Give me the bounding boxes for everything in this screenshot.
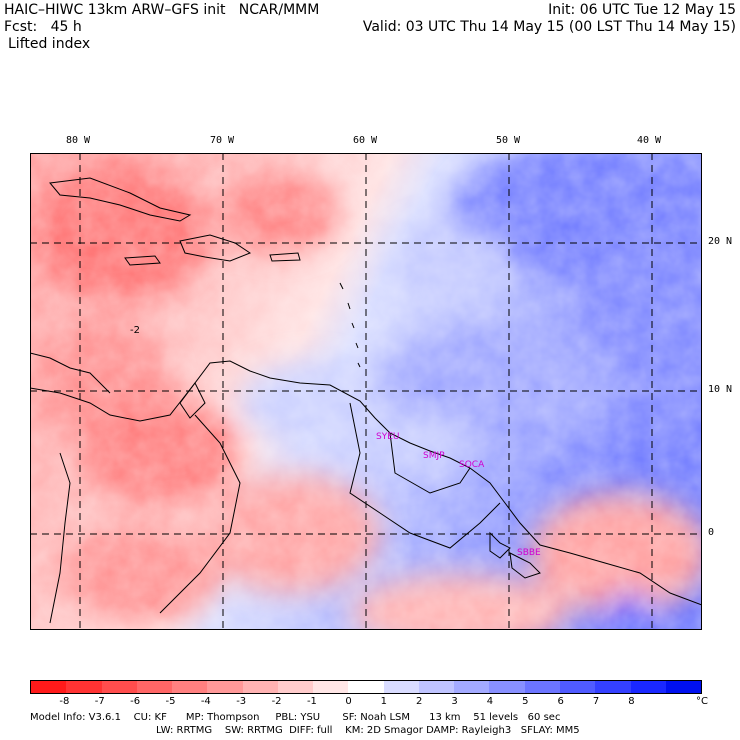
- station-label-sbbe: SBBE: [517, 548, 541, 558]
- colorbar-tick-label: 7: [592, 696, 600, 707]
- colorbar-swatch: [524, 681, 560, 693]
- lifted-index-map: -2: [30, 153, 702, 630]
- colorbar-swatch: [101, 681, 137, 693]
- colorbar-tick-label: -7: [94, 696, 105, 707]
- lon-label-70w: 70 W: [210, 135, 235, 146]
- colorbar-swatch: [595, 681, 631, 693]
- station-label-smjp: SMJP: [423, 451, 445, 461]
- colorbar-swatch: [383, 681, 419, 693]
- colorbar-tick-label: 2: [416, 696, 423, 707]
- colorbar-tick-label: 3: [451, 696, 458, 707]
- colorbar-swatch: [66, 681, 102, 693]
- colorbar-tick-label: 8: [628, 696, 635, 707]
- colorbar-tick-label: 0: [345, 696, 352, 707]
- init-time: Init: 06 UTC Tue 12 May 15: [548, 2, 736, 18]
- colorbar-swatch: [136, 681, 173, 693]
- valid-time: Valid: 03 UTC Thu 14 May 15 (00 LST Thu …: [362, 19, 736, 35]
- colorbar-swatch: [454, 681, 490, 693]
- colorbar-tick-label: -2: [271, 696, 282, 707]
- colorbar-tick-label: -6: [130, 696, 141, 707]
- contour-label: -2: [130, 325, 140, 336]
- colorbar-tick-label: -8: [59, 696, 70, 707]
- lat-label-20n: 20 N: [708, 236, 733, 247]
- map-panel: -2: [30, 153, 702, 630]
- colorbar-tick-label: -1: [306, 696, 317, 707]
- colorbar-swatch: [242, 681, 278, 693]
- colorbar-swatch: [172, 681, 208, 693]
- colorbar-tick-label: -4: [200, 696, 211, 707]
- lon-label-80w: 80 W: [66, 135, 91, 146]
- colorbar-swatch: [489, 681, 525, 693]
- colorbar-swatch: [630, 681, 666, 693]
- plot-title: HAIC–HIWC 13km ARW–GFS init NCAR/MMM: [4, 2, 320, 18]
- colorbar-swatch: [559, 681, 596, 693]
- colorbar: [30, 680, 702, 694]
- colorbar-swatch: [418, 681, 455, 693]
- colorbar-tick-label: 6: [557, 696, 564, 707]
- colorbar-unit: °C: [696, 696, 708, 707]
- station-label-soca: SOCA: [459, 460, 485, 470]
- lon-label-60w: 60 W: [353, 135, 378, 146]
- forecast-hour: Fcst: 45 h: [4, 19, 82, 35]
- model-info-line2: LW: RRTMG SW: RRTMG DIFF: full KM: 2D Sm…: [156, 725, 580, 736]
- lon-label-50w: 50 W: [496, 135, 521, 146]
- colorbar-tick-label: 4: [486, 696, 494, 707]
- model-info-line1: Model Info: V3.6.1 CU: KF MP: Thompson P…: [30, 712, 561, 723]
- field-name: Lifted index: [8, 36, 91, 52]
- colorbar-swatch: [665, 681, 702, 693]
- lat-label-10n: 10 N: [708, 384, 733, 395]
- colorbar-tick-label: -5: [165, 696, 176, 707]
- colorbar-tick-label: 1: [380, 696, 388, 707]
- station-label-syeu: SYEU: [376, 432, 400, 442]
- colorbar-swatch: [277, 681, 314, 693]
- colorbar-swatch: [207, 681, 243, 693]
- colorbar-swatch: [31, 681, 67, 693]
- lon-label-40w: 40 W: [637, 135, 662, 146]
- colorbar-tick-label: -3: [236, 696, 247, 707]
- colorbar-tick-label: 5: [522, 696, 529, 707]
- colorbar-swatch: [348, 681, 384, 693]
- lat-label-0: 0: [708, 527, 715, 538]
- colorbar-swatch: [313, 681, 349, 693]
